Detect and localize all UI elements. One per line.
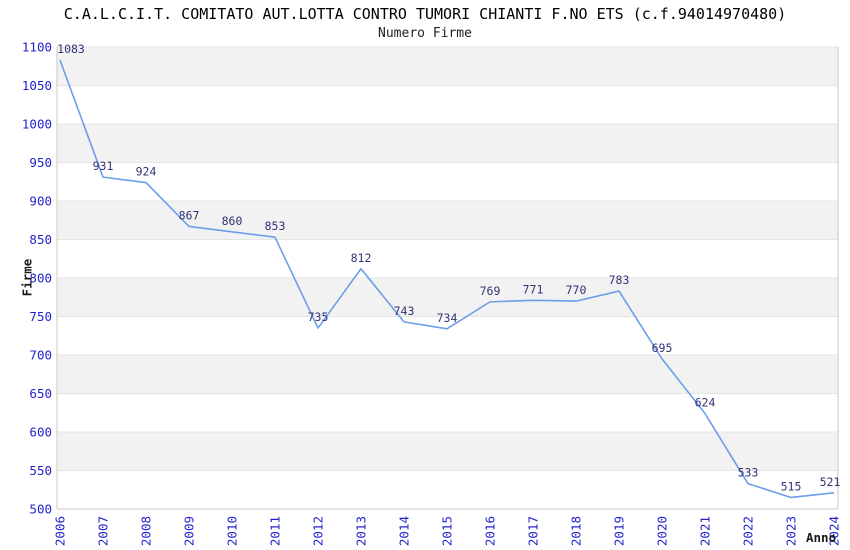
plot-band [57, 355, 838, 394]
point-label: 735 [308, 310, 329, 324]
x-tick-label: 2011 [268, 516, 283, 546]
point-label: 743 [394, 304, 415, 318]
y-tick-label: 1000 [22, 117, 52, 132]
point-label: 867 [179, 208, 200, 222]
y-tick-label: 700 [29, 348, 52, 363]
plot-band [57, 432, 838, 471]
x-tick-label: 2024 [827, 516, 842, 546]
y-axis-title: Firme [19, 258, 35, 297]
plot-band [57, 239, 838, 278]
plot-band [57, 316, 838, 355]
point-label: 521 [820, 475, 841, 489]
x-tick-label: 2014 [397, 516, 412, 546]
x-tick-label: 2006 [53, 516, 68, 546]
point-label: 769 [480, 284, 501, 298]
x-tick-label: 2008 [139, 516, 154, 546]
plot-band [57, 201, 838, 240]
point-label: 853 [265, 219, 286, 233]
y-tick-label: 500 [29, 502, 52, 517]
y-tick-label: 750 [29, 309, 52, 324]
x-tick-label: 2016 [483, 516, 498, 546]
y-tick-label: 850 [29, 232, 52, 247]
x-tick-label: 2015 [440, 516, 455, 546]
x-tick-label: 2007 [96, 516, 111, 546]
x-tick-label: 2013 [354, 516, 369, 546]
plot-band [57, 162, 838, 201]
y-tick-label: 600 [29, 425, 52, 440]
point-label: 533 [738, 466, 759, 480]
point-label: 771 [523, 282, 544, 296]
point-label: 924 [136, 165, 157, 179]
y-tick-label: 1050 [22, 78, 52, 93]
x-tick-label: 2012 [311, 516, 326, 546]
plot-band [57, 47, 838, 86]
point-label: 812 [351, 251, 372, 265]
y-tick-label: 950 [29, 155, 52, 170]
point-label: 695 [652, 341, 673, 355]
point-label: 770 [566, 283, 587, 297]
point-label: 734 [437, 311, 458, 325]
y-tick-label: 650 [29, 386, 52, 401]
x-tick-label: 2009 [182, 516, 197, 546]
y-tick-label: 550 [29, 463, 52, 478]
chart-subtitle: Numero Firme [378, 26, 472, 41]
point-label: 783 [609, 273, 630, 287]
plot-band [57, 470, 838, 509]
x-tick-label: 2023 [784, 516, 799, 546]
plot-band [57, 278, 838, 317]
point-label: 624 [695, 396, 716, 410]
plot-band [57, 85, 838, 124]
x-tick-label: 2017 [526, 516, 541, 546]
y-tick-label: 1100 [22, 40, 52, 55]
x-tick-label: 2022 [741, 516, 756, 546]
point-label: 860 [222, 214, 243, 228]
chart-title: C.A.L.C.I.T. COMITATO AUT.LOTTA CONTRO T… [63, 5, 787, 23]
point-label: 1083 [57, 42, 85, 56]
y-tick-label: 900 [29, 194, 52, 209]
y-tick-label: 800 [29, 271, 52, 286]
x-axis-title: Anno [806, 530, 837, 545]
plot-band [57, 124, 838, 163]
point-label: 515 [781, 479, 802, 493]
x-tick-label: 2010 [225, 516, 240, 546]
x-tick-label: 2018 [569, 516, 584, 546]
plot-band [57, 393, 838, 432]
x-tick-label: 2020 [655, 516, 670, 546]
series-line [59, 59, 835, 499]
x-tick-label: 2019 [612, 516, 627, 546]
x-tick-label: 2021 [698, 516, 713, 546]
point-label: 931 [93, 159, 114, 173]
